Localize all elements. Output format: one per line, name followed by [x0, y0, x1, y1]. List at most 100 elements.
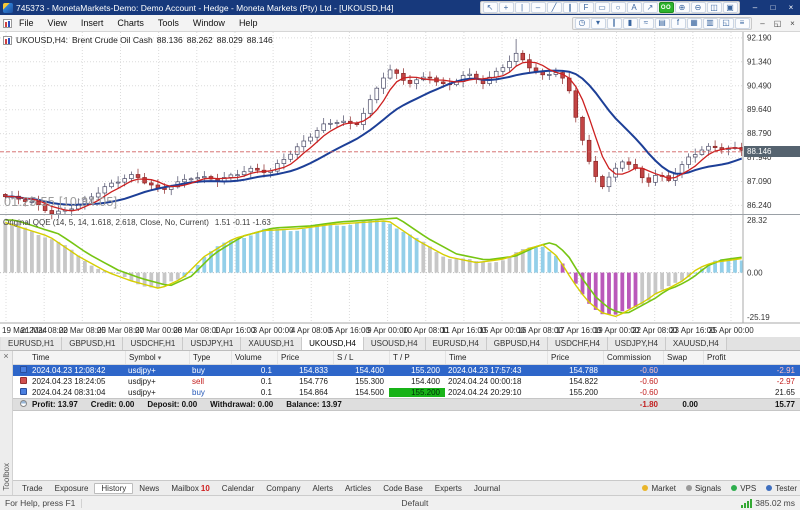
history-cell: 154.500	[355, 388, 384, 397]
quick-link-vps[interactable]: VPS	[731, 484, 756, 493]
menu-insert[interactable]: Insert	[80, 18, 104, 28]
cursor-icon[interactable]: ↖	[482, 2, 498, 13]
history-cell: 154.776	[299, 377, 328, 386]
toolbox-tab-calendar[interactable]: Calendar	[221, 483, 255, 493]
toolbox-tab-trade[interactable]: Trade	[22, 483, 43, 493]
vertical-line-icon[interactable]: |	[514, 2, 530, 13]
svg-text:89.640: 89.640	[747, 105, 772, 114]
symbol-tab[interactable]: XA­UUSD,H1	[241, 337, 303, 350]
menu-charts[interactable]: Charts	[117, 18, 144, 28]
quick-link-signals[interactable]: Signals	[685, 484, 721, 493]
menu-file[interactable]: File	[19, 18, 34, 28]
toolbox-tab-alerts[interactable]: Alerts	[312, 483, 333, 493]
column-header-type[interactable]: Type	[189, 351, 231, 364]
column-header-time[interactable]: Time	[32, 353, 50, 362]
menu-view[interactable]: View	[47, 18, 67, 28]
quick-link-market[interactable]: Market	[642, 484, 676, 493]
horizontal-line-icon[interactable]: –	[530, 2, 546, 13]
toolbox-tab-news[interactable]: News	[139, 483, 160, 493]
toolbox-tab-exposure[interactable]: Exposure	[54, 483, 89, 493]
symbol-tab[interactable]: USDCHF,H1	[123, 337, 184, 350]
symbol-tab[interactable]: USOUSD,H4	[363, 337, 426, 350]
symbol-tab[interactable]: EURUSD,H4	[425, 337, 487, 350]
new-window-icon[interactable]: ◱	[718, 17, 734, 29]
rectangle-icon[interactable]: ▭	[594, 2, 610, 13]
grid-icon[interactable]: ▤	[654, 17, 670, 29]
column-header-sl[interactable]: S / L	[333, 351, 389, 364]
symbol-tab[interactable]: USDJPY,H4	[607, 337, 666, 350]
crosshair-icon[interactable]: +	[498, 2, 514, 13]
toolbox-tab-company[interactable]: Company	[266, 483, 301, 493]
status-profile[interactable]: Default	[401, 498, 429, 508]
window-list-icon[interactable]: ≡	[734, 17, 750, 29]
symbol-tab[interactable]: GBPUSD,H4	[486, 337, 548, 350]
timeframe-dropdown-icon[interactable]: ▾	[590, 17, 606, 29]
bar-chart-icon[interactable]: ∥	[606, 17, 622, 29]
symbol-tab[interactable]: XAUUSD,H4	[665, 337, 727, 350]
close-button[interactable]: ×	[788, 3, 794, 12]
cascade-windows-icon[interactable]: ▣	[722, 2, 738, 13]
data-window-icon[interactable]: ▥	[702, 17, 718, 29]
menu-tools[interactable]: Tools	[157, 18, 179, 28]
minimize-button[interactable]: –	[752, 3, 758, 12]
quick-link-tester[interactable]: Tester	[766, 484, 797, 493]
toolbox-panel: × Toolbox Time Symbol ▾ Type Volume Price S / …	[0, 351, 800, 495]
chart-canvas[interactable]: 92.190 91.340 90.490 89.640 88.790 87.940 87.0…	[0, 32, 800, 337]
trendline-icon[interactable]: ╱	[546, 2, 562, 13]
maximize-button[interactable]: □	[770, 3, 776, 12]
toolbox-tab-code-base[interactable]: Code Base	[383, 483, 423, 493]
child-restore-button[interactable]: ◱	[773, 18, 782, 28]
ellipse-icon[interactable]: ○	[610, 2, 626, 13]
zoom-in-icon[interactable]: ⊕	[674, 2, 690, 13]
indicators-icon[interactable]: f	[670, 17, 686, 29]
indicator-name: Original QQE (14, 5, 14, 1.618, 2.618, C…	[3, 218, 209, 227]
indicator-header: Original QQE (14, 5, 14, 1.618, 2.618, C…	[3, 218, 271, 227]
svg-text:87.090: 87.090	[747, 177, 772, 186]
column-header-swap[interactable]: Swap	[663, 351, 703, 364]
menu-help[interactable]: Help	[238, 18, 258, 28]
column-header-profit[interactable]: Profit	[703, 351, 800, 364]
svg-text:25 Apr 00:00: 25 Apr 00:00	[708, 326, 754, 335]
symbol-tab[interactable]: EURUSD,H1	[1, 337, 63, 350]
toolbox-close-button[interactable]: ×	[3, 351, 9, 361]
toolbox-side-label[interactable]: Toolbox	[1, 463, 11, 491]
column-header-commission[interactable]: Commission	[603, 351, 663, 364]
child-close-button[interactable]: ×	[790, 18, 795, 28]
history-cell: 155.300	[355, 377, 384, 386]
menu-window[interactable]: Window	[192, 18, 225, 28]
child-minimize-button[interactable]: –	[760, 18, 765, 28]
column-header-price[interactable]: Price	[547, 351, 603, 364]
column-header-volume[interactable]: Volume	[231, 351, 277, 364]
toolbox-tab-history[interactable]: History	[94, 482, 134, 494]
algo-trading-button[interactable]: OO	[658, 2, 674, 13]
history-table-row[interactable]: 2024.04.24 08:31:04 usdjpy+ buy 0.1 154.864 1…	[13, 387, 800, 398]
equidistant-channel-icon[interactable]: ∥	[562, 2, 578, 13]
symbol-tab[interactable]: GBPUSD,H1	[62, 337, 124, 350]
toolbox-tab-experts[interactable]: Experts	[434, 483, 462, 493]
symbol-tab[interactable]: USDJPY,H1	[183, 337, 242, 350]
fibonacci-icon[interactable]: F	[578, 2, 594, 13]
arrow-icon[interactable]: ↗	[642, 2, 658, 13]
history-table-row[interactable]: 2024.04.23 18:24:05 usdjpy+ sell 0.1 154.776…	[13, 376, 800, 387]
zoom-out-icon[interactable]: ⊖	[690, 2, 706, 13]
text-icon[interactable]: A	[626, 2, 642, 13]
toolbox-tab-articles[interactable]: Articles	[344, 483, 372, 493]
toolbox-tab-journal[interactable]: Journal	[473, 483, 501, 493]
chart-area[interactable]: 92.190 91.340 90.490 89.640 88.790 87.940 87.0…	[0, 32, 800, 337]
symbol-tab[interactable]: UKOUSD,H4	[302, 337, 364, 350]
svg-text:16 Apr 08:00: 16 Apr 08:00	[518, 326, 564, 335]
symbol-tab[interactable]: USDCHF,H4	[548, 337, 608, 350]
column-header-symbol[interactable]: Symbol ▾	[125, 351, 189, 364]
period-clock-icon[interactable]: ◷	[574, 17, 590, 29]
history-table-row[interactable]: 2024.04.23 12:08:42 usdjpy+ buy 0.1 154.833 1…	[13, 365, 800, 376]
column-header-time[interactable]: Time	[445, 351, 547, 364]
indicator-values: 1.51 -0.11 -1.63	[214, 218, 271, 227]
objects-list-icon[interactable]: ▦	[686, 17, 702, 29]
toolbox-tab-mailbox[interactable]: Mailbox 10	[171, 483, 210, 493]
column-header-tp[interactable]: T / P	[389, 351, 445, 364]
candlestick-chart-icon[interactable]: ▮	[622, 17, 638, 29]
column-header-price[interactable]: Price	[277, 351, 333, 364]
tile-windows-icon[interactable]: ◫	[706, 2, 722, 13]
line-chart-icon[interactable]: ≈	[638, 17, 654, 29]
app-icon	[3, 2, 13, 13]
